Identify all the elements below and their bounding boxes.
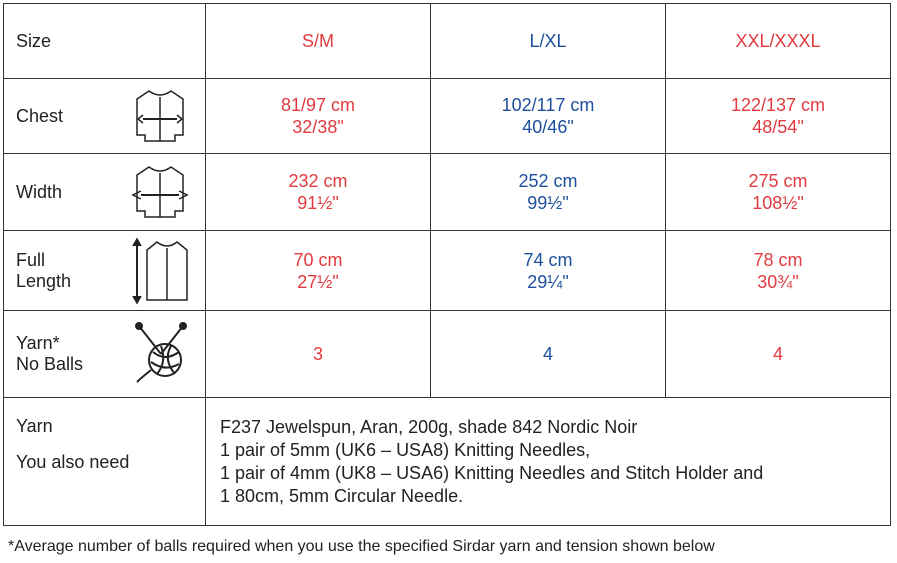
cell-line: 30¾" — [757, 271, 799, 292]
label-line: Width — [16, 181, 63, 202]
size-cell: 252 cm 99½" — [430, 153, 666, 231]
cell-line: 70 cm — [293, 249, 343, 270]
size-cell: 70 cm 27½" — [205, 230, 431, 311]
header-cell: S/M — [205, 3, 431, 79]
cell-line: 252 cm — [518, 171, 578, 191]
garment-icon — [136, 90, 184, 142]
cell-line: 40/46" — [522, 117, 574, 137]
label-line: No Balls — [16, 354, 84, 374]
materials-row: Yarn You also need F237 Jewelspun, Aran, 2… — [3, 397, 891, 526]
cell-line: 122/137 cm — [730, 95, 826, 115]
size-cell: 232 cm 91½" — [205, 153, 431, 231]
cell-line: 102/117 cm — [501, 95, 595, 115]
label-line: Length — [16, 270, 72, 291]
cell-line: 74 cm — [523, 249, 573, 270]
size-cell: 4 — [665, 310, 891, 398]
header-cell: L/XL — [430, 3, 666, 79]
row-label: Full Length — [3, 230, 206, 311]
table-row: Yarn* No Balls 3 4 4 — [3, 310, 891, 398]
materials-line: 1 pair of 4mm (UK8 – USA6) Knitting Need… — [220, 462, 764, 483]
cell-line: 27½" — [297, 271, 339, 292]
table-row: Width 232 cm 91½" 252 cm 99½" 275 cm 108½" — [3, 153, 891, 231]
table-row: Chest 81/97 cm 32/38" 102/117 cm 40/46" 122/1… — [3, 78, 891, 154]
header-row: Size S/M L/XL XXL/XXXL — [3, 3, 891, 79]
table-body: Size S/M L/XL XXL/XXXL Chest 81/97 cm 32/3… — [3, 3, 891, 526]
cell-line: 32/38" — [292, 117, 344, 137]
size-cell: 81/97 cm 32/38" — [205, 78, 431, 154]
header-cell: Size — [3, 3, 206, 79]
cell-line: 275 cm — [748, 171, 808, 191]
row-label: Width — [3, 153, 206, 231]
row-label: Yarn* No Balls — [3, 310, 206, 398]
materials-labels: Yarn You also need — [3, 397, 206, 526]
cell-line: 4 — [542, 344, 553, 364]
size-cell: 74 cm 29¼" — [430, 230, 666, 311]
row-label: Chest — [3, 78, 206, 154]
header-cell: XXL/XXXL — [665, 3, 891, 79]
materials-text: F237 Jewelspun, Aran, 200g, shade 842 No… — [205, 397, 891, 526]
label-line: Yarn — [16, 416, 53, 436]
size-cell: 122/137 cm 48/54" — [665, 78, 891, 154]
size-cell: 102/117 cm 40/46" — [430, 78, 666, 154]
cell-line: 29¼" — [527, 271, 569, 292]
label-line: You also need — [16, 452, 130, 472]
cell-line: 232 cm — [288, 171, 348, 191]
materials-line: F237 Jewelspun, Aran, 200g, shade 842 No… — [220, 416, 638, 437]
cell-line: 99½" — [527, 193, 569, 213]
cell-line: 81/97 cm — [280, 95, 356, 115]
size-cell: 3 — [205, 310, 431, 398]
size-cell: 4 — [430, 310, 666, 398]
garment-icon — [131, 166, 189, 218]
cell-line: 3 — [312, 344, 323, 364]
cell-line: 48/54" — [752, 117, 804, 137]
label-line: Yarn* — [16, 333, 60, 353]
materials-line: 1 pair of 5mm (UK6 – USA8) Knitting Need… — [220, 439, 591, 460]
cell-line: 91½" — [297, 193, 339, 213]
size-table: Size S/M L/XL XXL/XXXL Chest 81/97 cm 32/3… — [3, 3, 891, 526]
cell-line: 4 — [772, 344, 783, 364]
garment-icon — [132, 236, 188, 305]
yarn-icon — [135, 322, 187, 383]
cell-line: 108½" — [752, 193, 804, 213]
size-cell: 78 cm 30¾" — [665, 230, 891, 311]
label-line: Chest — [16, 105, 64, 126]
table-row: Full Length 70 cm 27½" 74 cm 29¼" 78 cm 30¾" — [3, 230, 891, 311]
cell-line: 78 cm — [753, 249, 803, 270]
materials-line: 1 80cm, 5mm Circular Needle. — [220, 485, 464, 506]
footnote: *Average number of balls required when y… — [8, 538, 715, 555]
size-cell: 275 cm 108½" — [665, 153, 891, 231]
label-line: Full — [16, 249, 46, 270]
